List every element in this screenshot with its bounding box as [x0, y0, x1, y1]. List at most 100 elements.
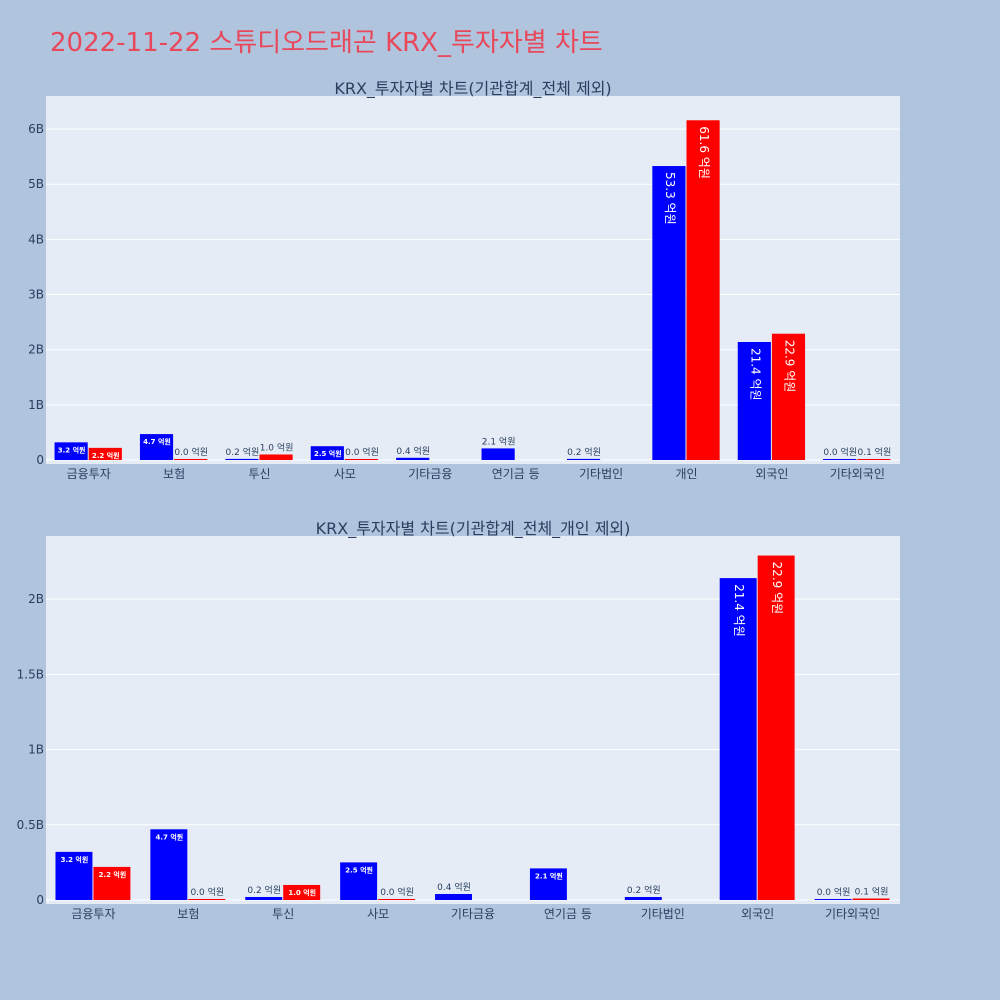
data-label: 0.2 억원: [627, 884, 661, 896]
x-tick-label: 투신: [248, 467, 270, 481]
bar: [823, 459, 857, 460]
x-tick-label: 외국인: [755, 467, 788, 481]
data-label: 0.0 억원: [823, 446, 857, 458]
bar: [652, 166, 686, 460]
data-label: 21.4 억원: [748, 348, 762, 401]
x-tick-label: 보험: [163, 467, 185, 481]
bar: [481, 448, 515, 460]
data-label: 2.1 억원: [535, 871, 563, 880]
x-tick-label: 기타금융: [408, 467, 452, 481]
x-tick-label: 외국인: [741, 907, 774, 921]
data-label: 53.3 억원: [663, 172, 677, 225]
data-label: 22.9 억원: [770, 562, 784, 615]
y-tick-label: 6B: [28, 122, 44, 136]
data-label: 0.0 억원: [190, 886, 224, 898]
data-label: 0.0 억원: [817, 886, 851, 898]
data-label: 0.0 억원: [380, 886, 414, 898]
data-label: 0.0 억원: [174, 446, 208, 458]
data-label: 1.0 억원: [260, 441, 294, 453]
y-tick-label: 0: [36, 453, 44, 467]
data-label: 0.4 억원: [437, 881, 471, 893]
data-label: 3.2 억원: [61, 855, 89, 864]
bar: [814, 899, 852, 900]
data-label: 2.2 억원: [99, 870, 127, 879]
data-label: 0.2 억원: [226, 446, 260, 458]
x-tick-label: 기타외국인: [825, 907, 880, 921]
bar: [245, 896, 283, 900]
data-label: 2.1 억원: [482, 435, 516, 447]
bar: [225, 458, 259, 460]
bar: [310, 446, 344, 460]
x-tick-label: 기타법인: [641, 907, 685, 921]
bar: [259, 454, 293, 460]
bar: [529, 868, 567, 900]
y-tick-label: 1B: [28, 743, 44, 757]
bar: [188, 899, 226, 900]
data-label: 61.6 억원: [697, 126, 711, 179]
bar: [719, 578, 757, 900]
bar: [566, 458, 601, 460]
data-label: 21.4 억원: [732, 584, 746, 637]
x-tick-label: 연기금 등: [492, 467, 540, 481]
y-tick-label: 2B: [28, 343, 44, 357]
bar: [174, 459, 208, 460]
bar: [771, 333, 806, 460]
bar: [150, 829, 188, 900]
x-tick-label: 기타금융: [451, 907, 495, 921]
y-tick-label: 1B: [28, 398, 44, 412]
data-label: 2.5 억원: [314, 449, 342, 458]
bar: [396, 457, 430, 460]
y-tick-label: 0.5B: [17, 818, 44, 832]
x-tick-label: 투신: [272, 907, 294, 921]
data-label: 3.2 억원: [58, 445, 86, 454]
bar: [686, 120, 720, 461]
data-label: 4.7 억원: [155, 832, 183, 841]
bar: [139, 434, 174, 460]
chart-title: KRX_투자자별 차트(기관합계_전체 제외): [334, 79, 611, 99]
bar: [757, 555, 795, 900]
x-tick-label: 보험: [177, 907, 199, 921]
data-label: 0.1 억원: [855, 885, 889, 897]
x-tick-label: 사모: [367, 907, 389, 921]
data-label: 0.2 억원: [247, 884, 281, 896]
x-tick-label: 개인: [675, 467, 697, 481]
data-label: 4.7 억원: [143, 437, 171, 446]
bar: [737, 341, 771, 460]
y-tick-label: 5B: [28, 177, 44, 191]
bar: [283, 884, 321, 900]
bar: [624, 896, 662, 900]
bar: [378, 899, 416, 900]
bar: [435, 893, 472, 900]
data-label: 22.9 억원: [782, 340, 796, 393]
bar: [344, 459, 379, 460]
data-label: 0.2 억원: [567, 446, 601, 458]
data-label: 2.5 억원: [345, 865, 373, 874]
bar: [55, 851, 93, 900]
data-label: 0.0 억원: [345, 446, 379, 458]
data-label: 1.0 억원: [288, 888, 316, 897]
bar: [857, 459, 891, 460]
y-tick-label: 3B: [28, 288, 44, 302]
x-tick-label: 기타외국인: [830, 467, 885, 481]
y-tick-label: 0: [36, 893, 44, 907]
page-title: 2022-11-22 스튜디오드래곤 KRX_투자자별 차트: [50, 28, 603, 58]
x-tick-label: 연기금 등: [544, 907, 592, 921]
bar: [54, 442, 88, 460]
data-label: 0.1 억원: [858, 446, 892, 458]
data-label: 2.2 억원: [92, 451, 120, 460]
bar: [93, 866, 131, 900]
y-tick-label: 1.5B: [17, 667, 44, 681]
chart-2: 0 0.5B 1B 1.5B 2B KRX_투자자별 차트(기관합계_전체_개인 제외) 금…: [17, 519, 900, 921]
x-tick-label: 금융투자: [67, 467, 111, 481]
bar: [88, 447, 122, 460]
bar: [340, 862, 378, 900]
chart-title: KRX_투자자별 차트(기관합계_전체_개인 제외): [316, 519, 631, 539]
y-tick-label: 4B: [28, 232, 44, 246]
x-tick-label: 사모: [334, 467, 356, 481]
bar: [852, 898, 890, 900]
chart-1: 0 1B 2B 3B 4B 5B 6B KRX_투자자별 차트(기관합계_전체 제외) 금융투자…: [28, 79, 900, 481]
x-tick-label: 기타법인: [579, 467, 623, 481]
data-label: 0.4 억원: [396, 445, 430, 457]
y-tick-label: 2B: [28, 592, 44, 606]
